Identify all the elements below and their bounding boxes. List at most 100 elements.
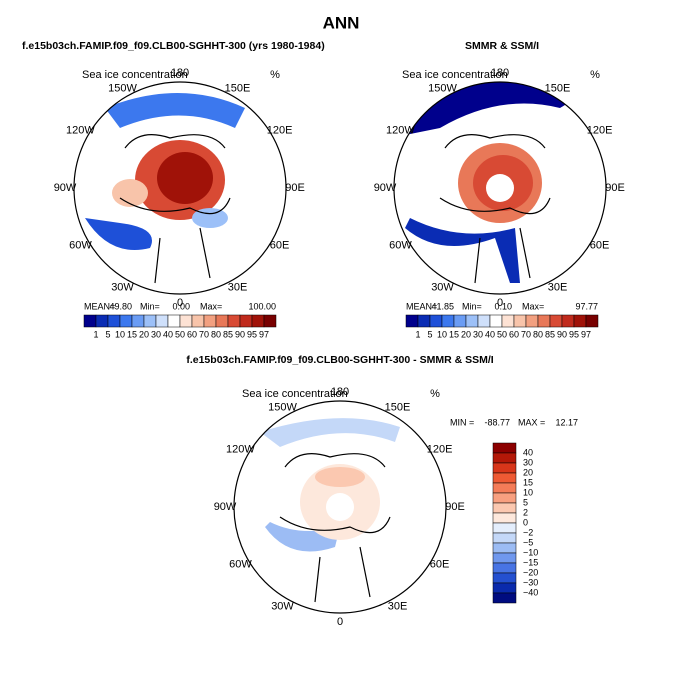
units-label: %	[430, 388, 440, 400]
colorbar-box	[501, 314, 515, 328]
colorbar-box	[263, 314, 277, 328]
colorbar-box	[492, 572, 517, 584]
colorbar-box	[167, 314, 181, 328]
lon-label: 120E	[587, 124, 613, 136]
colorbar-label: 40	[163, 329, 173, 339]
lon-label: 30W	[271, 600, 294, 612]
map-border	[393, 81, 607, 295]
colorbar-label: 60	[509, 329, 519, 339]
ice-field	[112, 179, 148, 207]
lon-label: 0	[337, 616, 343, 628]
colorbar-label: 10	[523, 487, 533, 497]
colorbar-box	[83, 314, 97, 328]
stat-text: -88.77	[484, 417, 510, 427]
ice-field	[85, 218, 152, 250]
colorbar-box	[492, 582, 517, 594]
ice-field	[405, 218, 520, 283]
diff-field	[260, 418, 400, 447]
colorbar-label: 30	[151, 329, 161, 339]
colorbar-label: 40	[523, 447, 533, 457]
lon-label: 90W	[54, 182, 77, 194]
diff-field	[315, 467, 365, 487]
colorbar-label: 90	[235, 329, 245, 339]
colorbar-box	[492, 522, 517, 534]
lon-label: 150E	[225, 82, 251, 94]
panel-title: SMMR & SSM/I	[465, 40, 539, 52]
colorbar-label: 90	[557, 329, 567, 339]
colorbar-box	[492, 442, 517, 454]
colorbar-box	[191, 314, 205, 328]
colorbar-box	[573, 314, 587, 328]
colorbar-box	[453, 314, 467, 328]
stat-text: Max=	[522, 301, 544, 311]
colorbar-label: 60	[187, 329, 197, 339]
colorbar-box	[492, 482, 517, 494]
colorbar-label: −5	[523, 537, 533, 547]
map-border	[73, 81, 287, 295]
lon-label: 120W	[66, 124, 95, 136]
colorbar-box	[492, 502, 517, 514]
colorbar-box	[492, 492, 517, 504]
lon-label: 90E	[445, 501, 465, 513]
map-border	[233, 400, 447, 614]
colorbar-label: 30	[473, 329, 483, 339]
lon-label: 150W	[428, 82, 457, 94]
lon-label: 150E	[385, 401, 411, 413]
stat-text: Min=	[140, 301, 160, 311]
lon-label: 60E	[590, 239, 610, 251]
panel-title: f.e15b03ch.FAMIP.f09_f09.CLB00-SGHHT-300…	[186, 354, 493, 366]
lon-label: 60W	[69, 239, 92, 251]
colorbar-box	[251, 314, 265, 328]
lon-label: 30E	[388, 600, 408, 612]
coastline	[439, 134, 551, 284]
colorbar-label: −15	[523, 557, 538, 567]
lon-label: 120W	[226, 443, 255, 455]
colorbar-label: −10	[523, 547, 538, 557]
colorbar-box	[549, 314, 563, 328]
lon-label: 60E	[430, 558, 450, 570]
colorbar-label: 15	[523, 477, 533, 487]
colorbar-label: 5	[105, 329, 110, 339]
lon-label: 180	[491, 67, 509, 79]
colorbar-label: 1	[93, 329, 98, 339]
colorbar-label: 5	[427, 329, 432, 339]
colorbar-box	[405, 314, 419, 328]
colorbar-label: −20	[523, 567, 538, 577]
stat-text: 100.00	[248, 301, 276, 311]
stat-text: 41.85	[431, 301, 454, 311]
colorbar-box	[95, 314, 109, 328]
colorbar-label: 40	[485, 329, 495, 339]
colorbar-label: 70	[521, 329, 531, 339]
stat-text: MEAN=	[84, 301, 115, 311]
stat-text: MIN =	[450, 417, 474, 427]
coastline	[279, 453, 391, 603]
colorbar-box	[492, 562, 517, 574]
stat-text: 0.10	[494, 301, 512, 311]
colorbar-box	[215, 314, 229, 328]
colorbar-box	[492, 532, 517, 544]
colorbar-box	[179, 314, 193, 328]
units-label: %	[270, 69, 280, 81]
colorbar-box	[131, 314, 145, 328]
colorbar-label: 1	[415, 329, 420, 339]
lon-label: 30E	[228, 281, 248, 293]
lon-label: 120E	[267, 124, 293, 136]
colorbar-box	[492, 512, 517, 524]
pole-hole	[326, 493, 354, 521]
ice-field	[105, 93, 245, 128]
colorbar-label: 97	[581, 329, 591, 339]
colorbar-label: 15	[449, 329, 459, 339]
colorbar-label: 20	[139, 329, 149, 339]
stat-text: MAX =	[518, 417, 545, 427]
units-label: %	[590, 69, 600, 81]
colorbar-box	[239, 314, 253, 328]
colorbar-label: 10	[115, 329, 125, 339]
pole-hole	[486, 174, 514, 202]
diff-field	[265, 522, 340, 552]
lon-label: 120E	[427, 443, 453, 455]
colorbar-box	[417, 314, 431, 328]
colorbar-box	[441, 314, 455, 328]
variable-label: Sea ice concentration	[82, 69, 188, 81]
lon-label: 120W	[386, 124, 415, 136]
lon-label: 0	[497, 297, 503, 309]
